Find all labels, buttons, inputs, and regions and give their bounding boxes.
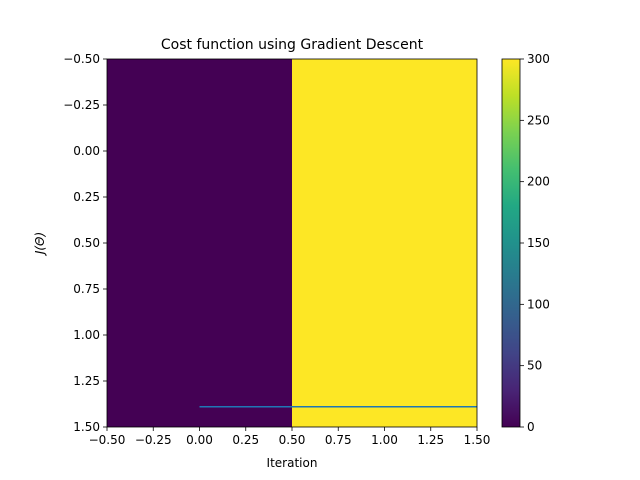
y-tick-label: −0.50 [63,52,100,66]
x-tick-label: 1.25 [417,433,444,447]
y-tick-label: 1.50 [73,420,100,434]
chart-title: Cost function using Gradient Descent [161,37,424,53]
y-axis-label: J(Θ) [33,232,47,256]
y-tick-label: 0.25 [73,190,100,204]
y-tick-label: 0.50 [73,236,100,250]
plot-area [106,58,478,428]
colorbar-tick-label: 0 [527,420,535,434]
x-tick-label: −0.25 [135,433,172,447]
x-tick-label: 0.75 [325,433,352,447]
y-axis: −0.50 −0.25 0.00 0.25 0.50 0.75 1.00 1.25 1.50 [63,52,107,434]
x-tick-label: 1.50 [464,433,491,447]
x-axis: −0.50 −0.25 0.00 0.25 0.50 0.75 1.00 1.25 1.50 [89,427,491,447]
x-axis-label: Iteration [267,456,318,470]
heatmap-cell-1 [292,59,477,427]
y-tick-label: 0.75 [73,282,100,296]
y-tick-label: −0.25 [63,98,100,112]
y-tick-label: 0.00 [73,144,100,158]
x-tick-label: 0.50 [279,433,306,447]
colorbar-tick-label: 200 [527,175,550,189]
x-tick-label: 1.00 [371,433,398,447]
y-tick-label: 1.00 [73,328,100,342]
x-tick-label: −0.50 [89,433,126,447]
x-tick-label: 0.00 [186,433,213,447]
colorbar-tick-label: 150 [527,236,550,250]
colorbar-tick-label: 250 [527,113,550,127]
x-tick-label: 0.25 [232,433,259,447]
colorbar-gradient [501,58,521,428]
colorbar-tick-label: 100 [527,297,550,311]
colorbar-tick-label: 50 [527,359,542,373]
colorbar-tick-label: 300 [527,52,550,66]
colorbar: 0 50 100 150 200 250 300 [501,52,550,434]
y-tick-label: 1.25 [73,374,100,388]
heatmap-cell-0 [107,59,292,427]
